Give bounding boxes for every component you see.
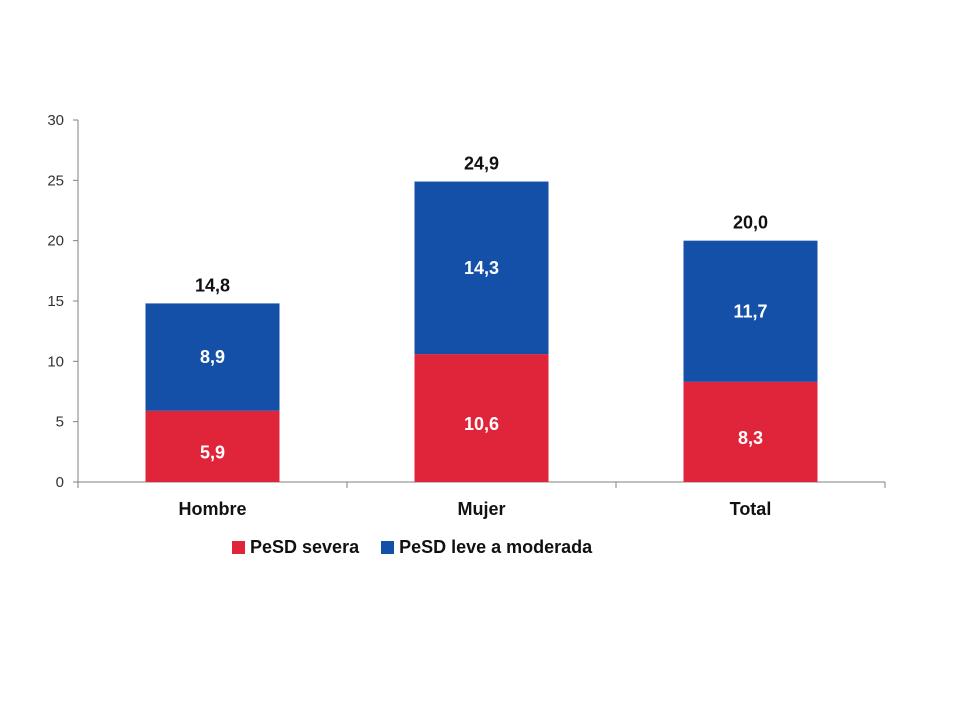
y-tick-label: 30 <box>47 112 64 129</box>
legend-item-pesd-severa: PeSD severa <box>232 537 359 558</box>
legend: PeSD severa PeSD leve a moderada <box>232 537 614 558</box>
bar-pesd-severa-mujer <box>414 354 549 482</box>
bar-pesd-leve-moderada-hombre <box>145 303 280 411</box>
bar-pesd-severa-hombre <box>145 410 280 482</box>
bar-pesd-leve-moderada-total <box>683 240 818 382</box>
data-label-pesd-severa-total: 8,3 <box>738 428 763 448</box>
category-label-total: Total <box>730 499 772 519</box>
legend-swatch-pesd-leve-moderada <box>381 541 395 554</box>
y-tick-label: 0 <box>56 474 64 491</box>
data-label-pesd-leve-moderada-hombre: 8,9 <box>200 347 225 367</box>
category-label-mujer: Mujer <box>457 499 505 519</box>
y-tick-label: 15 <box>47 293 64 310</box>
total-label-hombre: 14,8 <box>195 275 230 295</box>
bar-pesd-severa-total <box>683 381 818 482</box>
data-label-pesd-severa-mujer: 10,6 <box>464 414 499 434</box>
category-label-hombre: Hombre <box>178 499 246 519</box>
total-label-total: 20,0 <box>733 213 768 233</box>
legend-swatch-pesd-severa <box>232 541 245 554</box>
legend-item-pesd-leve-moderada: PeSD leve a moderada <box>381 537 592 558</box>
data-label-pesd-leve-moderada-mujer: 14,3 <box>464 258 499 278</box>
legend-label-pesd-leve-moderada: PeSD leve a moderada <box>399 537 593 557</box>
y-tick-label: 25 <box>47 172 64 189</box>
legend-label-pesd-severa: PeSD severa <box>250 537 360 557</box>
data-label-pesd-leve-moderada-total: 11,7 <box>733 301 767 321</box>
y-tick-label: 5 <box>56 414 64 431</box>
y-tick-label: 10 <box>47 353 64 370</box>
y-tick-label: 20 <box>47 233 64 250</box>
data-label-pesd-severa-hombre: 5,9 <box>200 442 225 462</box>
total-label-mujer: 24,9 <box>464 154 499 174</box>
bar-pesd-leve-moderada-mujer <box>414 181 549 355</box>
